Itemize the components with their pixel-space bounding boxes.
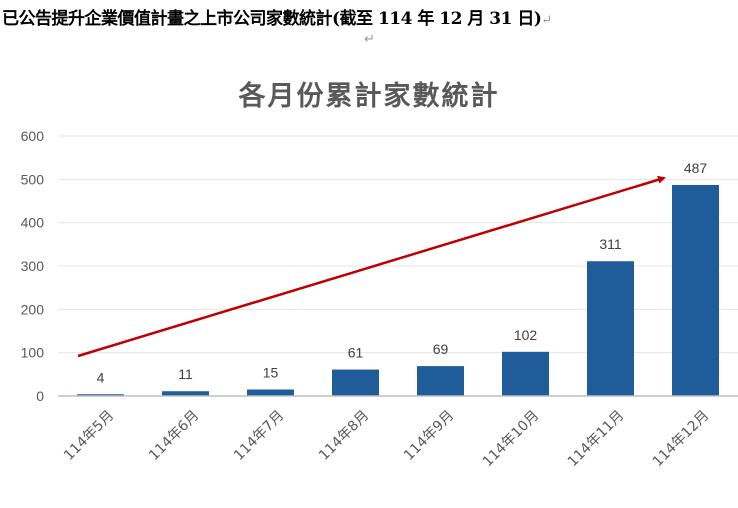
data-label: 487 [684,160,708,176]
bar [332,369,379,396]
x-tick-label: 114年5月 [61,408,117,464]
x-tick-label: 114年11月 [565,408,628,471]
x-tick-label: 114年10月 [480,408,543,471]
trend-arrow [77,175,666,358]
bar [247,389,294,396]
x-tick-label: 114年8月 [316,408,372,464]
y-tick-label: 600 [21,128,45,144]
x-tick-label: 114年7月 [231,408,287,464]
bar [417,366,464,396]
x-tick-label: 114年9月 [401,408,457,464]
bar [162,391,209,396]
chart-title: 各月份累計家數統計 [238,81,500,112]
paragraph-mark-icon: ↵ [364,32,375,47]
bar [502,351,549,396]
document-heading: 已公告提升企業價值計畫之上市公司家數統計(截至 114 年 12 月 31 日)… [2,4,552,29]
heading-text: 已公告提升企業價值計畫之上市公司家數統計(截至 114 年 12 月 31 日) [2,9,542,29]
bar [587,261,634,396]
y-tick-label: 100 [21,345,45,361]
data-label: 102 [514,327,538,343]
paragraph-mark-icon: ↵ [541,13,552,28]
data-label: 11 [178,366,193,382]
data-labels: 4 11 15 61 69 102 311 487 [97,160,708,385]
bar [672,184,719,396]
x-axis-labels: 114年5月 114年6月 114年7月 114年8月 114年9月 114年10月 114… [61,408,712,471]
data-label: 311 [599,236,622,252]
y-tick-label: 500 [21,171,45,187]
y-tick-label: 400 [21,215,45,231]
x-tick-label: 114年12月 [650,408,713,471]
data-label: 69 [433,341,449,357]
bar [77,394,124,396]
bars [77,184,719,396]
trend-arrow-icon [77,175,666,358]
data-label: 4 [97,369,105,385]
gridlines [58,135,738,354]
y-tick-label: 200 [21,301,45,317]
data-label: 61 [348,345,364,361]
y-tick-label: 300 [21,258,45,274]
y-tick-label: 0 [36,388,44,404]
y-axis-ticks: 0 100 200 300 400 500 600 [21,128,45,404]
x-tick-label: 114年6月 [146,408,202,464]
data-label: 15 [263,365,279,381]
